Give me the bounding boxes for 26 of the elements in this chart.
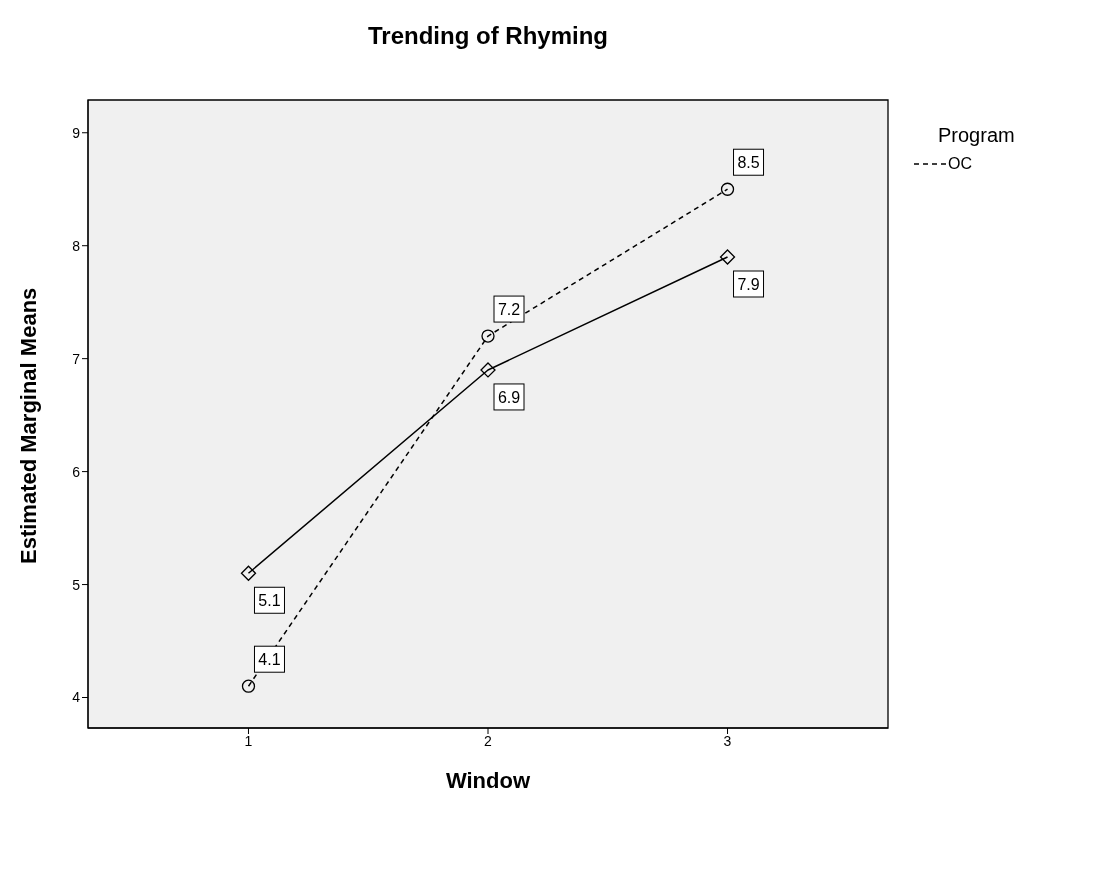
chart-title: Trending of Rhyming xyxy=(367,22,609,50)
y-tick-label: 5 xyxy=(72,576,81,593)
y-tick-label: 8 xyxy=(72,237,81,254)
point xyxy=(241,679,256,693)
legend-label: OC xyxy=(948,155,972,173)
y-tick-label: 7 xyxy=(72,350,81,367)
point xyxy=(480,362,496,378)
point xyxy=(720,182,735,196)
y-axis-title: Estimated Marginal Means xyxy=(15,287,41,564)
data-label: 8.5 xyxy=(737,154,760,172)
point xyxy=(240,565,257,581)
x-axis-title: Window xyxy=(445,768,531,793)
x-tick-label: 1 xyxy=(244,732,253,749)
x-tick-label: 3 xyxy=(723,732,732,749)
x-tick-label: 2 xyxy=(484,732,493,749)
legend-title: Program xyxy=(938,124,1015,147)
y-tick-label: 9 xyxy=(72,124,81,141)
y-tick-label: 4 xyxy=(72,689,81,706)
data-label: 7.2 xyxy=(497,301,521,319)
y-tick-label: 6 xyxy=(72,463,81,480)
point xyxy=(481,329,495,343)
data-label: 5.1 xyxy=(258,592,281,610)
data-label: 6.9 xyxy=(497,388,521,406)
data-label: 7.9 xyxy=(737,276,760,293)
point xyxy=(719,249,736,265)
data-label: 4.1 xyxy=(258,651,281,669)
